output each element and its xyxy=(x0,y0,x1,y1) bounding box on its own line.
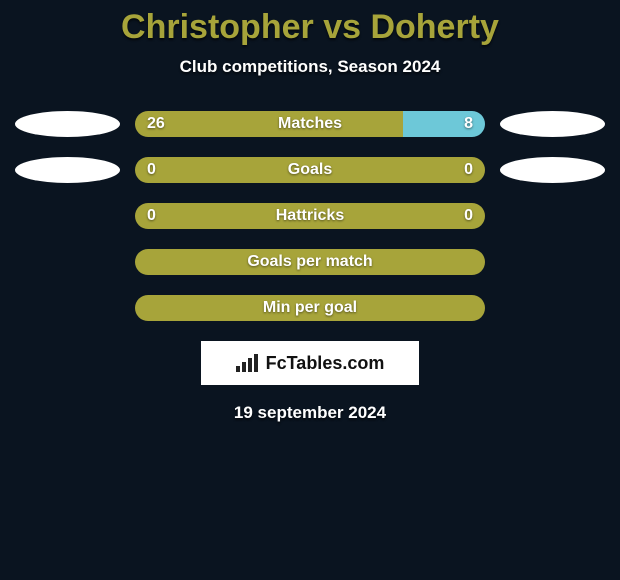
player1-oval xyxy=(15,111,120,137)
stat-bar: Min per goal xyxy=(135,295,485,321)
subtitle: Club competitions, Season 2024 xyxy=(0,57,620,77)
player2-oval xyxy=(500,111,605,137)
player2-oval xyxy=(500,157,605,183)
right-value: 8 xyxy=(452,111,485,137)
stat-row: Goals0 0 xyxy=(70,157,550,183)
stat-label: Hattricks xyxy=(135,203,485,229)
stat-label: Min per goal xyxy=(135,295,485,321)
title-player2: Doherty xyxy=(370,8,498,46)
player1-oval xyxy=(15,157,120,183)
stat-bar: Matches xyxy=(135,111,485,137)
right-value: 0 xyxy=(452,157,485,183)
page-title: Christopher vs Doherty xyxy=(0,0,620,47)
stat-label: Goals xyxy=(135,157,485,183)
bar-chart-icon xyxy=(236,354,258,372)
stat-bar: Hattricks xyxy=(135,203,485,229)
stat-label: Goals per match xyxy=(135,249,485,275)
logo-text: FcTables.com xyxy=(266,353,385,374)
left-value: 0 xyxy=(135,157,168,183)
stat-row: Matches26 8 xyxy=(70,111,550,137)
fctables-logo: FcTables.com xyxy=(201,341,419,385)
stat-label: Matches xyxy=(135,111,485,137)
left-value: 26 xyxy=(135,111,177,137)
stat-bar: Goals xyxy=(135,157,485,183)
title-player1: Christopher xyxy=(121,8,314,46)
stats-container: Matches268Goals00Hattricks00Goals per ma… xyxy=(0,111,620,321)
title-vs: vs xyxy=(323,8,361,46)
stat-bar: Goals per match xyxy=(135,249,485,275)
date-text: 19 september 2024 xyxy=(0,403,620,423)
stat-row: Hattricks0 0 xyxy=(70,203,550,229)
left-value: 0 xyxy=(135,203,168,229)
stat-row: Goals per match xyxy=(70,249,550,275)
right-value: 0 xyxy=(452,203,485,229)
stat-row: Min per goal xyxy=(70,295,550,321)
